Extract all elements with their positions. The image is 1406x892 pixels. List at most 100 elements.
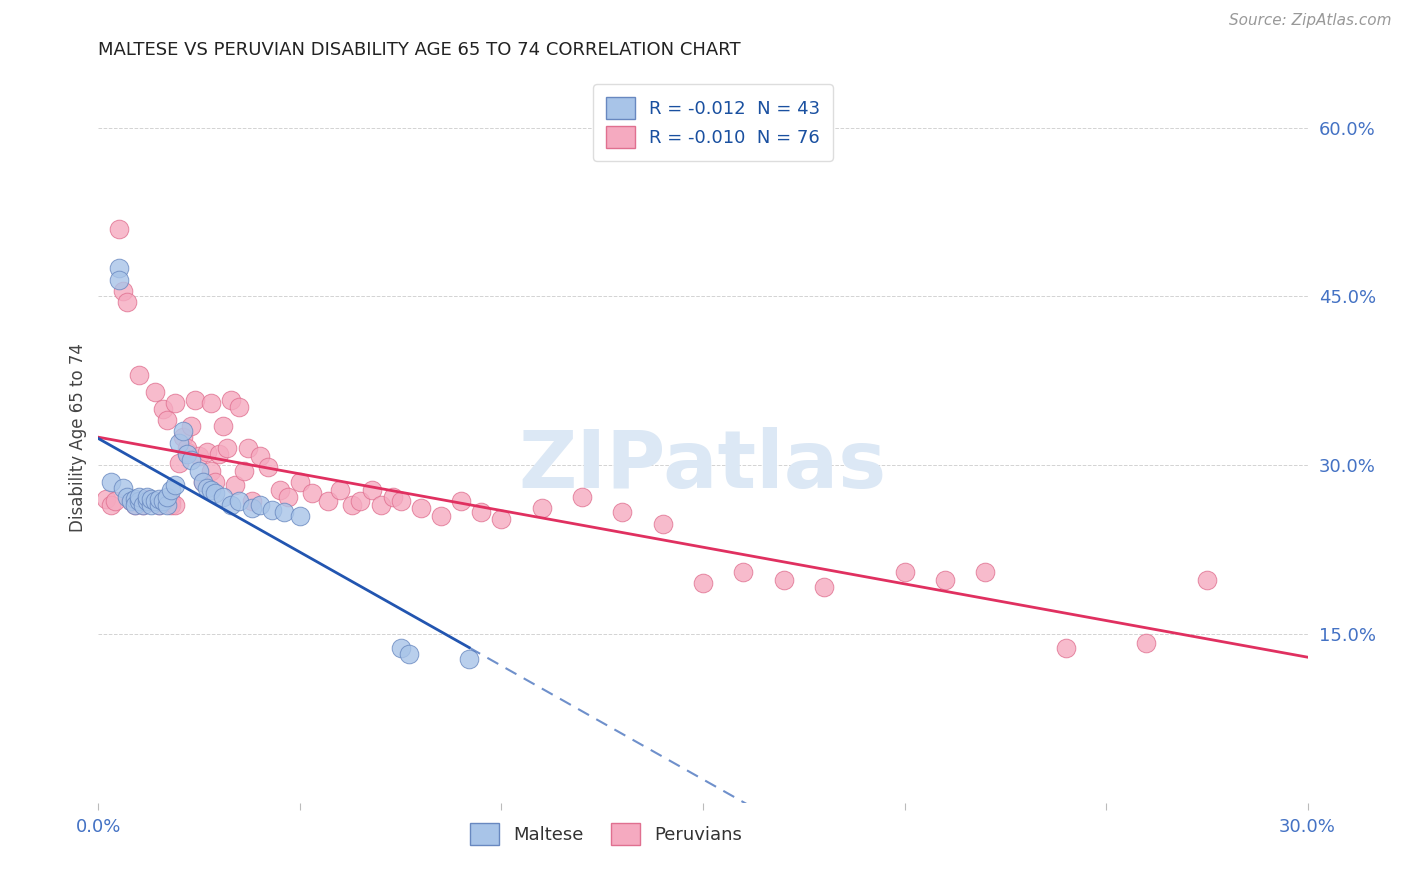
Point — [249, 498, 271, 512]
Text: Source: ZipAtlas.com: Source: ZipAtlas.com — [1229, 13, 1392, 29]
Point — [139, 491, 162, 506]
Point — [349, 494, 371, 508]
Point — [176, 447, 198, 461]
Point — [974, 565, 997, 579]
Text: MALTESE VS PERUVIAN DISABILITY AGE 65 TO 74 CORRELATION CHART: MALTESE VS PERUVIAN DISABILITY AGE 65 TO… — [98, 41, 741, 59]
Point — [176, 442, 198, 456]
Point — [148, 498, 170, 512]
Point — [135, 494, 157, 508]
Point — [135, 491, 157, 506]
Point — [212, 490, 235, 504]
Point — [139, 498, 162, 512]
Point — [260, 503, 283, 517]
Point — [167, 435, 190, 450]
Point — [128, 368, 150, 383]
Point — [148, 498, 170, 512]
Point — [232, 464, 254, 478]
Point — [111, 481, 134, 495]
Point — [329, 483, 352, 497]
Point — [152, 401, 174, 416]
Point — [389, 640, 412, 655]
Point — [148, 494, 170, 508]
Point — [132, 498, 155, 512]
Point — [163, 396, 186, 410]
Point — [103, 494, 125, 508]
Point — [273, 506, 295, 520]
Point — [193, 475, 215, 489]
Point — [115, 490, 138, 504]
Point — [124, 498, 146, 512]
Point — [124, 498, 146, 512]
Point — [167, 456, 190, 470]
Point — [204, 486, 226, 500]
Point — [772, 573, 794, 587]
Point — [188, 449, 211, 463]
Point — [143, 385, 166, 400]
Point — [148, 491, 170, 506]
Point — [160, 483, 183, 497]
Point — [188, 464, 211, 478]
Point — [240, 494, 263, 508]
Point — [1054, 640, 1077, 655]
Point — [301, 486, 323, 500]
Point — [128, 494, 150, 508]
Point — [612, 506, 634, 520]
Point — [256, 460, 278, 475]
Point — [893, 565, 915, 579]
Point — [389, 494, 412, 508]
Point — [571, 490, 593, 504]
Point — [124, 491, 146, 506]
Point — [398, 647, 420, 661]
Point — [100, 475, 122, 489]
Point — [193, 475, 215, 489]
Point — [180, 452, 202, 467]
Point — [132, 498, 155, 512]
Point — [361, 483, 384, 497]
Point — [1195, 573, 1218, 587]
Point — [458, 652, 481, 666]
Point — [160, 498, 183, 512]
Point — [228, 494, 250, 508]
Point — [176, 444, 198, 458]
Point — [288, 508, 311, 523]
Point — [651, 516, 673, 531]
Point — [143, 494, 166, 508]
Point — [128, 490, 150, 504]
Y-axis label: Disability Age 65 to 74: Disability Age 65 to 74 — [69, 343, 87, 532]
Legend: Maltese, Peruvians: Maltese, Peruvians — [463, 816, 749, 852]
Point — [813, 580, 835, 594]
Point — [195, 444, 218, 458]
Point — [96, 491, 118, 506]
Point — [184, 392, 207, 407]
Point — [381, 490, 404, 504]
Point — [163, 478, 186, 492]
Point — [409, 500, 432, 515]
Point — [172, 425, 194, 439]
Point — [316, 494, 339, 508]
Point — [204, 475, 226, 489]
Point — [288, 475, 311, 489]
Point — [221, 498, 243, 512]
Point — [120, 494, 142, 508]
Point — [430, 508, 453, 523]
Point — [128, 494, 150, 508]
Text: ZIPatlas: ZIPatlas — [519, 427, 887, 506]
Point — [450, 494, 472, 508]
Point — [160, 494, 183, 508]
Point — [934, 573, 956, 587]
Point — [470, 506, 492, 520]
Point — [200, 483, 222, 497]
Point — [221, 392, 243, 407]
Point — [135, 490, 157, 504]
Point — [139, 494, 162, 508]
Point — [163, 498, 186, 512]
Point — [240, 500, 263, 515]
Point — [107, 272, 129, 286]
Point — [530, 500, 553, 515]
Point — [200, 396, 222, 410]
Point — [156, 498, 179, 512]
Point — [269, 483, 291, 497]
Point — [180, 418, 202, 433]
Point — [277, 490, 299, 504]
Point — [236, 442, 259, 456]
